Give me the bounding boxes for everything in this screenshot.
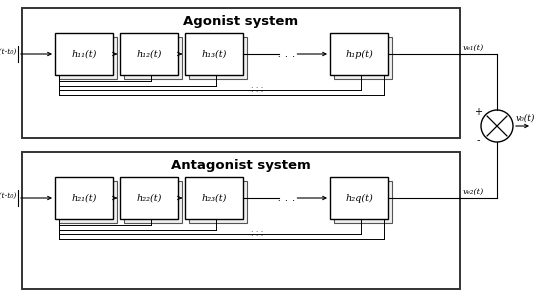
Text: Agonist system: Agonist system [184,15,299,28]
Bar [120,177,178,219]
Text: v₀(t): v₀(t) [516,114,535,123]
Text: h₁₃(t): h₁₃(t) [201,50,227,59]
Text: vₑ₂(t): vₑ₂(t) [463,188,484,196]
Text: +: + [474,107,482,117]
Bar [334,181,392,223]
Text: Antagonist system: Antagonist system [171,159,311,171]
Bar [59,37,117,79]
Bar [330,177,388,219]
Bar [330,33,388,75]
Bar [124,181,182,223]
Text: vₑ₁(t): vₑ₁(t) [463,44,484,52]
Bar [55,33,113,75]
Text: D₂U₀(t-t₀): D₂U₀(t-t₀) [0,192,16,200]
Bar [189,37,247,79]
Bar [185,177,243,219]
Text: D₁U₀(t-t₀): D₁U₀(t-t₀) [0,48,16,56]
Text: . . .: . . . [274,49,299,59]
Text: : : :: : : : [251,230,264,238]
Bar [55,177,113,219]
Text: h₂₃(t): h₂₃(t) [201,194,227,203]
Text: h₂₁(t): h₂₁(t) [71,194,97,203]
Bar [120,33,178,75]
Text: h₂₂(t): h₂₂(t) [136,194,162,203]
Bar [22,8,460,138]
Text: h₁p(t): h₁p(t) [345,49,373,59]
Text: -: - [476,135,480,145]
Bar [59,181,117,223]
Bar [189,181,247,223]
Text: h₂q(t): h₂q(t) [345,193,373,203]
Bar [124,37,182,79]
Text: : : :: : : : [251,86,264,94]
Bar [334,37,392,79]
Text: h₁₁(t): h₁₁(t) [71,50,97,59]
Bar [22,152,460,289]
Bar [185,33,243,75]
Text: h₁₂(t): h₁₂(t) [136,50,162,59]
Text: . . .: . . . [274,193,299,203]
